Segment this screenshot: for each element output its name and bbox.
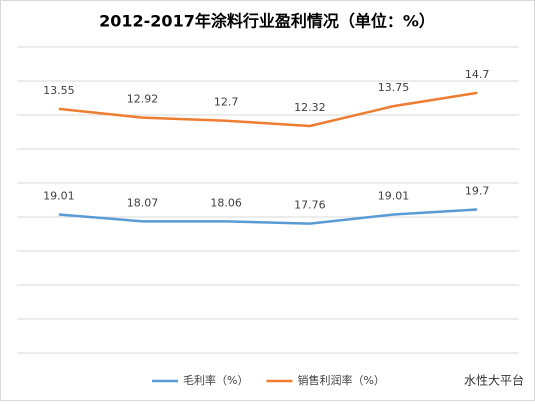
watermark: 水性大平台 (464, 373, 524, 388)
data-label: 19.7 (465, 184, 490, 197)
legend-label: 销售利润率（%） (297, 373, 384, 387)
data-label: 19.01 (43, 189, 75, 202)
data-label: 12.7 (214, 96, 239, 109)
legend-label: 毛利率（%） (183, 373, 248, 387)
data-label: 18.07 (127, 196, 159, 209)
data-label: 14.7 (465, 68, 490, 81)
data-label: 12.32 (294, 101, 326, 114)
data-label: 13.75 (378, 81, 410, 94)
series-line (58, 91, 478, 128)
data-label: 13.55 (43, 84, 75, 97)
data-label: 17.76 (294, 199, 326, 212)
data-label: 18.06 (210, 196, 242, 209)
series-line (58, 208, 478, 225)
data-label: 12.92 (127, 93, 159, 106)
data-label: 19.01 (378, 189, 410, 202)
chart-title: 2012-2017年涂料行业盈利情况（单位：%） (99, 12, 435, 31)
